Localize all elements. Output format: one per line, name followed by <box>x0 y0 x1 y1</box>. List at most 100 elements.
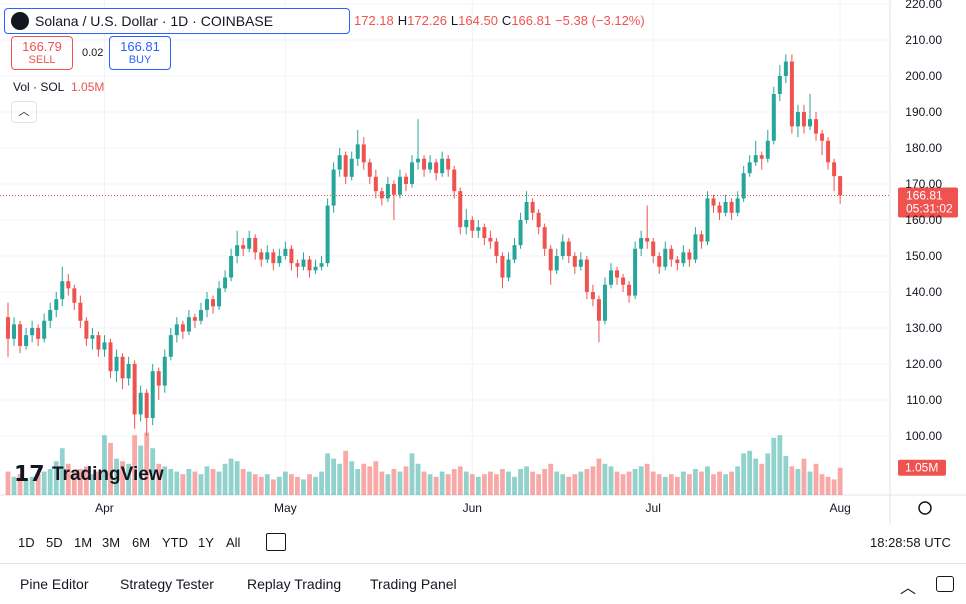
candle-body <box>367 162 372 177</box>
volume-bar <box>319 471 324 495</box>
volume-bar <box>421 471 427 495</box>
volume-bar <box>825 476 831 495</box>
candle-body <box>482 227 487 238</box>
candle-body <box>96 335 101 350</box>
buy-price: 166.81 <box>120 39 160 54</box>
date-range-icon[interactable] <box>266 533 286 551</box>
candle-body <box>361 144 366 163</box>
candle-body <box>729 201 734 213</box>
candle-body <box>102 342 107 350</box>
panel-tab[interactable]: Trading Panel <box>370 576 457 592</box>
interval-button[interactable]: 3M <box>102 535 121 550</box>
volume-bar <box>789 466 795 495</box>
volume-bar <box>705 466 710 495</box>
volume-bar <box>270 479 276 495</box>
candle-body <box>530 201 535 213</box>
x-tick-label: Aug <box>829 501 850 515</box>
candle-body <box>180 324 185 332</box>
volume-bar <box>759 463 765 495</box>
interval-button[interactable]: 1D <box>18 535 35 550</box>
candle-body <box>693 234 698 260</box>
volume-bar <box>445 474 451 495</box>
candle-body <box>30 327 35 336</box>
candle-body <box>440 158 445 174</box>
candle-body <box>464 219 469 228</box>
candle-body <box>814 119 819 134</box>
buy-button[interactable]: 166.81 BUY <box>109 36 171 70</box>
candle-body <box>584 259 589 292</box>
interval-button[interactable]: 1M <box>74 535 93 550</box>
candle-body <box>18 324 23 346</box>
candle-body <box>675 259 680 264</box>
volume-bar <box>198 474 204 495</box>
volume-bar <box>295 476 300 495</box>
interval-button[interactable]: YTD <box>162 535 188 550</box>
candle-body <box>108 342 113 372</box>
interval-button[interactable]: All <box>226 535 241 550</box>
symbol-title: Solana / U.S. Dollar · 1D · COINBASE <box>35 13 274 29</box>
settings-icon[interactable] <box>918 501 932 515</box>
volume-bar <box>23 479 29 495</box>
candle-body <box>331 169 336 206</box>
candle-body <box>651 241 656 256</box>
candle-body <box>554 255 559 271</box>
panel-tab[interactable]: Strategy Tester <box>120 576 214 592</box>
candle-body <box>391 183 396 195</box>
y-tick-label: 120.00 <box>905 357 942 371</box>
candle-body <box>343 155 348 177</box>
candle-body <box>500 255 505 278</box>
volume-bar <box>584 469 590 495</box>
candle-body <box>84 320 89 339</box>
volume-bar <box>620 474 626 495</box>
candle-body <box>512 245 517 260</box>
candle-body <box>217 288 222 307</box>
panel-tab[interactable]: Pine Editor <box>20 576 89 592</box>
volume-bar <box>614 471 620 495</box>
candle-body <box>422 158 427 170</box>
candle-body <box>144 392 149 418</box>
interval-button[interactable]: 1Y <box>198 535 214 550</box>
volume-bar <box>331 458 337 495</box>
volume-bar <box>397 471 403 495</box>
candle-body <box>826 140 831 163</box>
legend-value: −5.38 (−3.12%) <box>555 13 645 28</box>
candle-body <box>156 371 161 386</box>
candle-body <box>681 252 686 264</box>
symbol-box[interactable]: Solana / U.S. Dollar · 1D · COINBASE <box>4 8 350 34</box>
panel-tab[interactable]: Replay Trading <box>247 576 342 592</box>
volume-bar <box>602 463 608 495</box>
sell-label: SELL <box>28 54 56 66</box>
logo-text: TradingView <box>52 464 164 485</box>
volume-bar <box>144 432 150 495</box>
interval-button[interactable]: 6M <box>132 535 151 550</box>
volume-bar <box>282 471 288 495</box>
collapse-button[interactable]: ︿ <box>11 101 37 123</box>
candle-body <box>795 111 800 127</box>
y-tick-label: 100.00 <box>905 429 942 443</box>
volume-bar <box>162 466 168 495</box>
volume-bar <box>264 474 270 495</box>
y-tick-label: 200.00 <box>905 69 942 83</box>
volume-bar <box>343 450 349 495</box>
y-tick-label: 170.00 <box>905 177 942 191</box>
y-tick-label: 150.00 <box>905 249 942 263</box>
maximize-panel[interactable] <box>936 576 954 592</box>
sell-button[interactable]: 166.79 SELL <box>11 36 73 70</box>
interval-button[interactable]: 5D <box>46 535 63 550</box>
candle-body <box>518 219 523 246</box>
collapse-panel[interactable]: ︿ <box>900 580 917 597</box>
candle-body <box>838 176 843 196</box>
candle-body <box>717 205 722 213</box>
candle-body <box>373 176 378 192</box>
volume-bar <box>59 448 65 495</box>
volume-bar <box>650 471 656 495</box>
volume-bar <box>801 458 807 495</box>
volume-bar <box>783 456 789 495</box>
candle-body <box>434 162 439 174</box>
volume-bar <box>560 474 566 495</box>
candle-body <box>621 277 626 285</box>
volume-bar <box>210 469 216 495</box>
volume-bar <box>276 476 282 495</box>
